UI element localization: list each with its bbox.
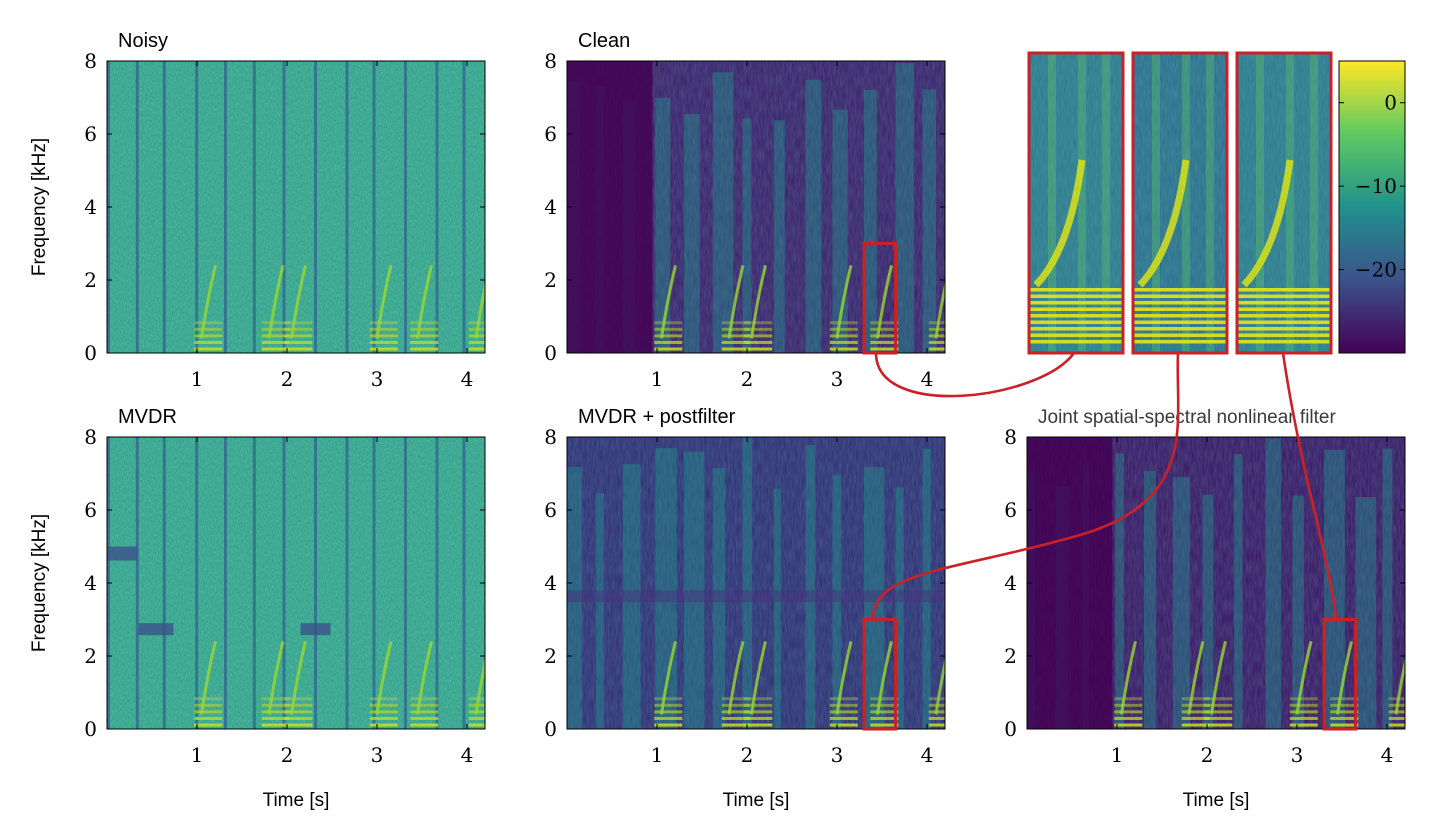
- y-tick-label: 0: [544, 341, 557, 365]
- x-tick-label: 2: [741, 743, 754, 767]
- x-tick-label: 3: [371, 743, 384, 767]
- x-tick-label: 1: [651, 367, 664, 391]
- zoom-inset-frame: [1027, 51, 1125, 355]
- panel-5: 0 2 4 6 8 1 2 3 4 Joint spatial-spectral nonlinea…: [1004, 407, 1406, 811]
- x-tick-label: 2: [1201, 743, 1214, 767]
- x-tick-label: 3: [831, 367, 844, 391]
- colorbar-tick-label: −20: [1355, 258, 1397, 282]
- y-tick-label: 6: [84, 498, 97, 522]
- y-tick-label: 2: [84, 644, 97, 668]
- y-tick-label: 0: [84, 717, 97, 741]
- y-tick-label: 8: [84, 49, 97, 73]
- connector-joint: [1281, 352, 1338, 620]
- panel-title: Noisy: [118, 30, 168, 52]
- x-axis-label: Time [s]: [1183, 790, 1250, 811]
- x-tick-label: 3: [371, 367, 384, 391]
- panel-title: Clean: [578, 30, 630, 52]
- panel-title: Joint spatial-spectral nonlinear filter: [1038, 407, 1336, 428]
- x-tick-label: 3: [1291, 743, 1304, 767]
- y-tick-label: 0: [1004, 717, 1017, 741]
- y-tick-label: 0: [84, 341, 97, 365]
- panel-4: 0 2 4 6 8 1 2 3 4 MVDR + postfilter Time [s]: [544, 406, 946, 811]
- y-tick-label: 2: [1004, 644, 1017, 668]
- y-tick-label: 4: [544, 571, 557, 595]
- panel-title: MVDR + postfilter: [578, 406, 736, 428]
- x-tick-label: 1: [191, 743, 204, 767]
- x-tick-label: 4: [461, 743, 474, 767]
- connector-clean: [874, 352, 1076, 398]
- y-tick-label: 6: [1004, 498, 1017, 522]
- y-tick-label: 8: [84, 425, 97, 449]
- x-tick-label: 4: [1381, 743, 1394, 767]
- colorbar: 0 −10 −20: [1338, 60, 1406, 354]
- panels: 0 2 4 6 8 1 2 3 4 Noisy Frequency [kHz] 0 2 4 6 8 1 2 3 4 Cl…: [29, 30, 1406, 811]
- panel-1: 0 2 4 6 8 1 2 3 4 Noisy Frequency [kHz]: [29, 30, 486, 391]
- y-tick-label: 6: [544, 122, 557, 146]
- spectrogram-2: [567, 61, 945, 353]
- x-tick-label: 3: [831, 743, 844, 767]
- y-tick-label: 2: [544, 268, 557, 292]
- x-tick-label: 4: [461, 367, 474, 391]
- spectrogram-4: [567, 437, 945, 729]
- zoom-region-box: [1322, 618, 1357, 731]
- colorbar-tick-label: 0: [1384, 91, 1397, 115]
- zoom-inset-frame: [1131, 51, 1229, 355]
- panel-title: MVDR: [118, 406, 177, 428]
- y-tick-label: 8: [544, 425, 557, 449]
- x-tick-label: 2: [741, 367, 754, 391]
- x-tick-label: 2: [281, 743, 294, 767]
- zoom-region-box: [862, 618, 897, 731]
- y-tick-label: 6: [544, 498, 557, 522]
- x-tick-label: 1: [651, 743, 664, 767]
- colorbar-tick-label: −10: [1355, 174, 1397, 198]
- y-tick-label: 4: [1004, 571, 1017, 595]
- y-tick-label: 0: [544, 717, 557, 741]
- x-axis-label: Time [s]: [263, 790, 330, 811]
- connector-postfilter: [871, 352, 1180, 620]
- y-axis-label: Frequency [kHz]: [29, 514, 50, 652]
- y-tick-label: 8: [544, 49, 557, 73]
- spectrogram-3: [107, 437, 485, 729]
- spectrogram-5: [1027, 437, 1405, 729]
- x-tick-label: 4: [921, 743, 934, 767]
- y-axis-label: Frequency [kHz]: [29, 138, 50, 276]
- y-tick-label: 4: [544, 195, 557, 219]
- y-tick-label: 6: [84, 122, 97, 146]
- zoom-region-box: [862, 242, 897, 355]
- x-tick-label: 4: [921, 367, 934, 391]
- panel-3: 0 2 4 6 8 1 2 3 4 MVDR Frequency [kHz] Time [s]: [29, 406, 486, 811]
- y-tick-label: 4: [84, 195, 97, 219]
- y-tick-label: 2: [544, 644, 557, 668]
- zoom-inset-3: [1235, 51, 1333, 355]
- colorbar-gradient: [1339, 61, 1405, 353]
- zoomed-insets: [1027, 51, 1333, 355]
- x-tick-label: 2: [281, 367, 294, 391]
- zoom-inset-2: [1131, 51, 1229, 355]
- y-tick-label: 4: [84, 571, 97, 595]
- panel-2: 0 2 4 6 8 1 2 3 4 Clean: [544, 30, 946, 391]
- y-tick-label: 8: [1004, 425, 1017, 449]
- x-axis-label: Time [s]: [723, 790, 790, 811]
- x-tick-label: 1: [191, 367, 204, 391]
- spectrogram-1: [107, 61, 485, 353]
- x-tick-label: 1: [1111, 743, 1124, 767]
- zoom-inset-1: [1027, 51, 1125, 355]
- y-tick-label: 2: [84, 268, 97, 292]
- zoom-connectors: [871, 352, 1338, 620]
